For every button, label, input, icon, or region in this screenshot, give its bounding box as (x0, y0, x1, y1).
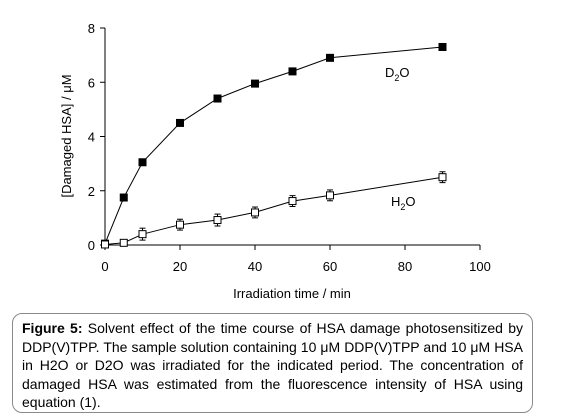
series-label-h2o-sub: 2 (400, 202, 405, 212)
data-point-h2o (251, 208, 259, 217)
ticks (100, 27, 481, 250)
data-point-d2o (119, 193, 128, 202)
series-line-h2o (104, 176, 443, 245)
y-tick-label: 8 (88, 21, 95, 36)
series-label-h2o-rest: O (405, 194, 415, 209)
y-tick-label: 0 (88, 238, 95, 253)
x-tick-label: 60 (323, 259, 337, 274)
data-point-d2o (326, 53, 334, 62)
series-layer (101, 42, 447, 249)
series-label-d2o-sub: 2 (394, 73, 399, 83)
chart: 0 20 40 60 80 100 0 2 4 6 8 [Damaged HSA] / μM Irr… (59, 21, 491, 301)
y-axis-title: [Damaged HSA] / μM (59, 74, 74, 197)
data-point-d2o (438, 42, 447, 51)
data-point-h2o (288, 197, 297, 206)
y-tick-label: 6 (88, 75, 95, 90)
tick-labels: 0 20 40 60 80 100 0 2 4 6 8 (88, 21, 491, 274)
x-tick-label: 100 (469, 259, 491, 274)
x-axis-title: Irradiation time / min (233, 286, 351, 301)
data-point-h2o (138, 230, 147, 239)
data-point-d2o (288, 67, 297, 76)
data-point-d2o (176, 118, 184, 127)
data-point-h2o (213, 216, 222, 225)
caption-label: Figure 5: (22, 320, 83, 336)
data-point-d2o (213, 94, 222, 103)
x-tick-label: 80 (398, 259, 412, 274)
data-point-d2o (251, 79, 259, 88)
series-label-d2o: D2O (385, 65, 410, 83)
x-tick-label: 20 (173, 259, 187, 274)
series-label-d2o-rest: O (399, 65, 409, 80)
figure-caption: Figure 5: Solvent effect of the time cou… (12, 313, 533, 413)
data-point-h2o (176, 220, 184, 229)
x-tick-label: 40 (248, 259, 262, 274)
data-point-h2o (101, 240, 109, 249)
data-point-d2o (138, 158, 147, 167)
y-tick-label: 4 (88, 130, 95, 145)
caption-text: Solvent effect of the time course of HSA… (22, 320, 524, 410)
data-point-h2o (119, 238, 128, 247)
data-point-h2o (438, 173, 447, 182)
series-label-d2o-main: D (385, 65, 394, 80)
axes (104, 28, 480, 246)
x-tick-label: 0 (101, 259, 108, 274)
series-label-h2o: H2O (391, 194, 416, 212)
y-tick-label: 2 (88, 184, 95, 199)
data-point-h2o (326, 191, 334, 200)
series-label-h2o-main: H (391, 194, 400, 209)
